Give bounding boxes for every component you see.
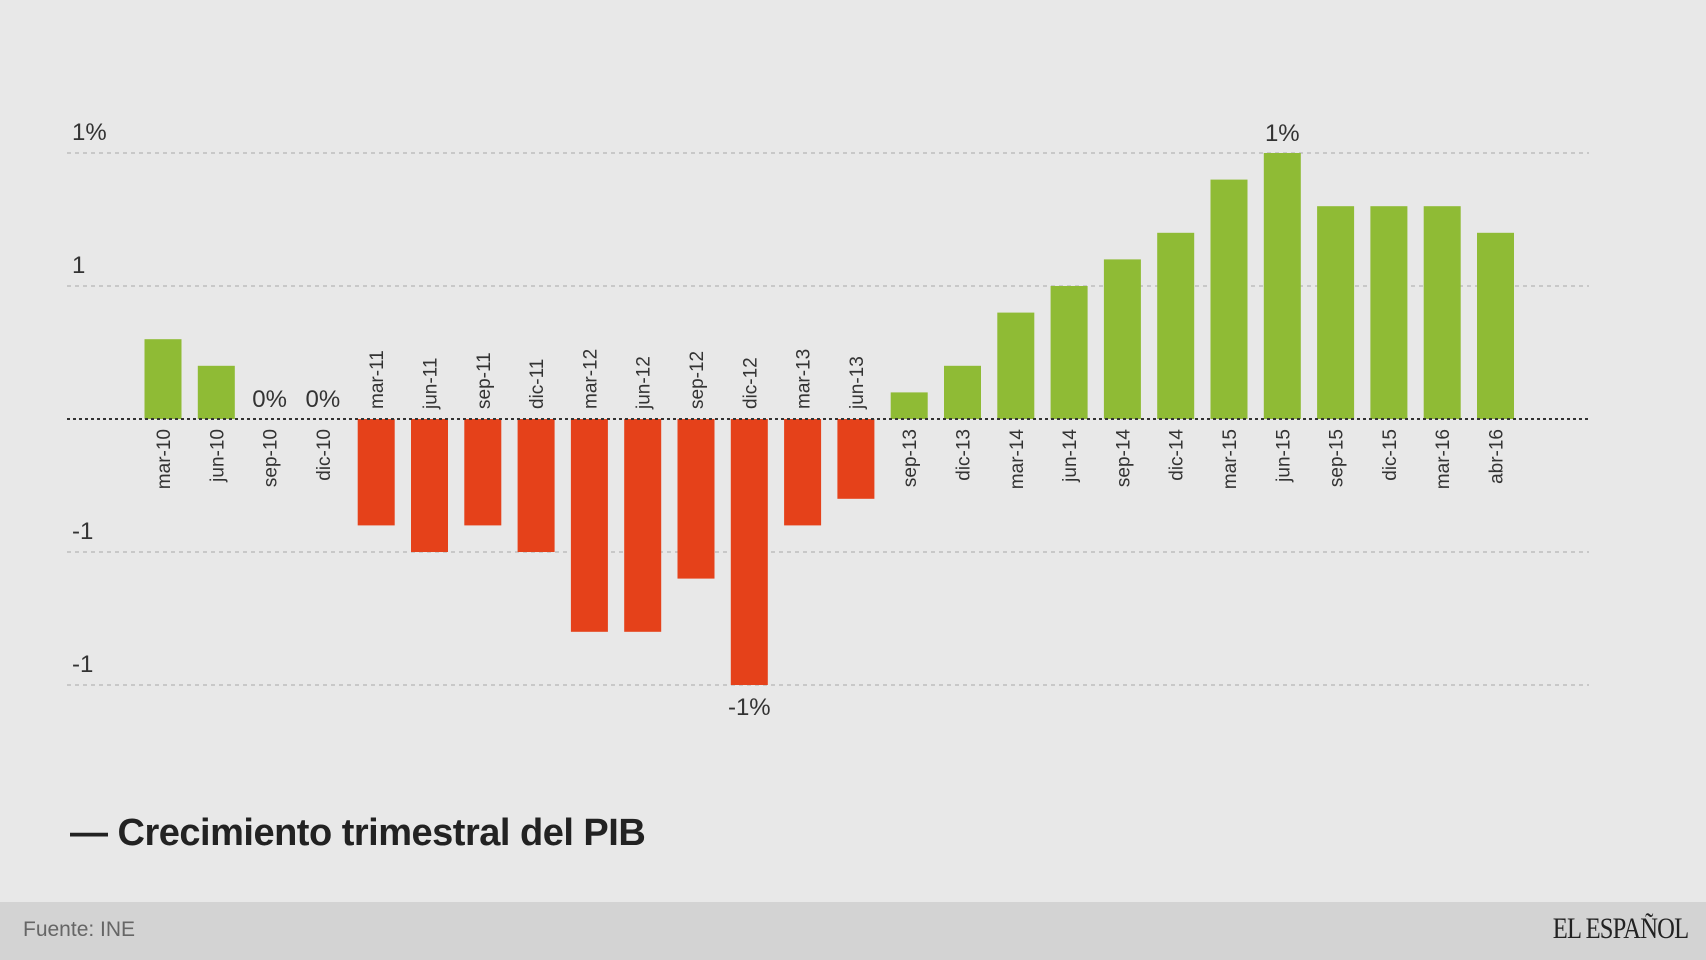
x-tick-label: mar-13	[794, 349, 815, 409]
footer-bar	[0, 902, 1706, 960]
data-label: 0%	[252, 386, 287, 413]
x-tick-label: dic-14	[1167, 429, 1188, 481]
x-tick-label: mar-15	[1220, 429, 1241, 489]
bar-abr-16	[1477, 232, 1514, 419]
bar-sep-15	[1317, 206, 1355, 419]
data-label: 1%	[1265, 120, 1300, 147]
x-tick-label: dic-12	[740, 357, 761, 409]
x-tick-label: sep-12	[687, 351, 708, 409]
data-label: 0%	[306, 386, 341, 413]
bar-mar-12	[570, 419, 608, 632]
bar-jun-15	[1263, 153, 1301, 419]
bar-jun-14	[1050, 286, 1088, 419]
bar-jun-12	[624, 419, 662, 632]
x-tick-label: mar-10	[154, 429, 175, 489]
bar-dic-14	[1157, 232, 1195, 419]
x-tick-label: sep-14	[1113, 429, 1134, 488]
x-tick-label: jun-14	[1060, 429, 1081, 483]
x-tick-label: dic-13	[954, 429, 975, 481]
x-tick-label: sep-10	[261, 429, 282, 487]
x-tick-label: jun-12	[634, 356, 655, 410]
y-tick-label: 1	[72, 252, 85, 279]
x-tick-label: abr-16	[1487, 429, 1508, 484]
x-tick-label: jun-13	[847, 356, 868, 410]
x-tick-label: dic-11	[527, 359, 548, 409]
y-tick-label: -1	[72, 518, 93, 545]
x-tick-label: sep-15	[1327, 429, 1348, 487]
bar-jun-10	[197, 365, 235, 419]
x-tick-label: dic-10	[314, 429, 335, 481]
x-tick-label: mar-11	[367, 350, 388, 409]
bar-mar-14	[997, 312, 1035, 419]
bar-dic-12	[730, 419, 768, 685]
bar-dic-15	[1370, 206, 1408, 419]
el-espanol-logo: EL ESPAÑOL	[1552, 912, 1688, 945]
bar-jun-13	[837, 419, 875, 499]
x-tick-label: mar-14	[1007, 429, 1028, 490]
x-tick-label: sep-11	[474, 352, 495, 409]
y-tick-label: 1%	[72, 119, 107, 146]
bar-sep-12	[677, 419, 715, 579]
data-label: -1%	[728, 694, 771, 721]
source-label: Fuente: INE	[23, 918, 136, 941]
bar-sep-14	[1103, 259, 1141, 419]
bar-mar-16	[1423, 206, 1461, 419]
y-tick-label: -1	[72, 651, 93, 678]
bar-dic-13	[944, 365, 981, 419]
bar-mar-11	[357, 419, 395, 526]
x-tick-label: sep-13	[900, 429, 921, 487]
bar-mar-10	[144, 339, 182, 419]
x-tick-label: jun-15	[1273, 429, 1294, 483]
bar-dic-11	[517, 419, 555, 552]
chart-title: — Crecimiento trimestral del PIB	[70, 812, 646, 854]
bar-chart: 1% 1 -1 -1 mar-10 jun-10 sep-10 dic-10 mar-11 jun…	[67, 119, 1589, 721]
bar-jun-11	[411, 419, 448, 552]
x-tick-label: jun-11	[421, 358, 442, 410]
x-tick-label: dic-15	[1380, 429, 1401, 481]
bar-sep-11	[464, 419, 502, 526]
x-tick-label: mar-16	[1433, 429, 1454, 489]
bar-mar-15	[1210, 179, 1248, 419]
x-tick-label: mar-12	[580, 349, 601, 409]
bar-sep-13	[890, 392, 928, 419]
bar-mar-13	[784, 419, 822, 526]
x-tick-label: jun-10	[207, 429, 228, 483]
